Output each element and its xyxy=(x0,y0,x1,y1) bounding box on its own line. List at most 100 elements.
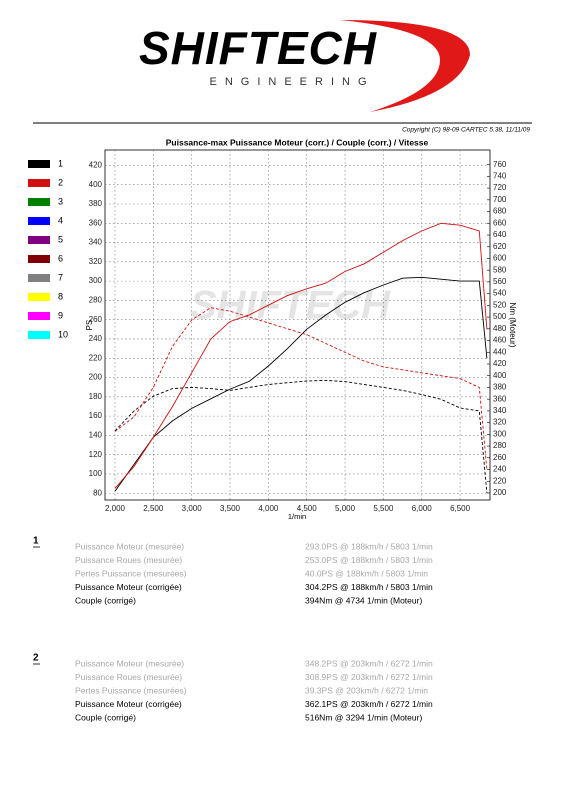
logo-brand: SHIFTECH xyxy=(139,22,377,74)
y-tick-label: 380 xyxy=(89,199,103,208)
row-label: Puissance Moteur (corrigée) xyxy=(75,582,182,592)
row-value: 394Nm @ 4734 1/min (Moteur) xyxy=(305,595,422,605)
y-tick-label: 400 xyxy=(89,180,103,189)
x-tick-label: 4,500 xyxy=(297,504,318,513)
x-tick-label: 6,000 xyxy=(412,504,433,513)
legend-label: 6 xyxy=(58,253,63,263)
row-value: 348.2PS @ 203km/h / 6272 1/min xyxy=(305,658,433,668)
y-tick-label: 220 xyxy=(89,353,103,362)
y2-tick-label: 320 xyxy=(493,418,507,427)
legend-label: 2 xyxy=(58,177,63,187)
row-label: Puissance Moteur (mesurée) xyxy=(75,541,184,551)
y2-tick-label: 740 xyxy=(493,171,507,180)
y-tick-label: 200 xyxy=(89,373,103,382)
legend-swatch xyxy=(28,293,50,301)
y2-tick-label: 240 xyxy=(493,465,507,474)
row-label: Couple (corrigé) xyxy=(75,712,136,722)
y-tick-label: 240 xyxy=(89,334,103,343)
watermark: SHIFTECH xyxy=(190,284,391,328)
y2-tick-label: 300 xyxy=(493,429,507,438)
legend-label: 3 xyxy=(58,196,63,206)
y-tick-label: 80 xyxy=(93,488,102,497)
legend-swatch xyxy=(28,217,50,225)
legend-swatch xyxy=(28,255,50,263)
legend-label: 7 xyxy=(58,272,63,282)
y2-tick-label: 540 xyxy=(493,289,507,298)
x-axis-label: 1/min xyxy=(288,512,306,521)
row-label: Couple (corrigé) xyxy=(75,595,136,605)
y2-tick-label: 640 xyxy=(493,230,507,239)
legend-swatch xyxy=(28,236,50,244)
y2-tick-label: 340 xyxy=(493,406,507,415)
row-label: Puissance Roues (mesurée) xyxy=(75,672,182,682)
y2-tick-label: 220 xyxy=(493,476,507,485)
x-tick-label: 3,500 xyxy=(220,504,241,513)
copyright: Copyright (C) 98-09 CARTEC 5.38, 11/11/0… xyxy=(402,127,530,134)
y2-tick-label: 260 xyxy=(493,453,507,462)
row-value: 362.1PS @ 203km/h / 6272 1/min xyxy=(305,699,433,709)
y-tick-label: 300 xyxy=(89,276,103,285)
row-label: Pertes Puissance (mesurées) xyxy=(75,568,187,578)
row-value: 308.9PS @ 203km/h / 6272 1/min xyxy=(305,672,433,682)
logo-swoosh xyxy=(340,20,470,112)
legend-swatch xyxy=(28,312,50,320)
y2-tick-label: 620 xyxy=(493,242,507,251)
row-value: 516Nm @ 3294 1/min (Moteur) xyxy=(305,712,422,722)
y-axis-label: PS xyxy=(85,320,94,331)
y2-tick-label: 520 xyxy=(493,300,507,309)
row-label: Puissance Moteur (mesurée) xyxy=(75,658,184,668)
legend-swatch xyxy=(28,179,50,187)
chart-title: Puissance-max Puissance Moteur (corr.) /… xyxy=(166,137,429,147)
y-tick-label: 320 xyxy=(89,257,103,266)
legend-swatch xyxy=(28,160,50,168)
x-tick-label: 5,500 xyxy=(373,504,394,513)
y2-tick-label: 760 xyxy=(493,160,507,169)
y2-tick-label: 480 xyxy=(493,324,507,333)
row-value: 39.3PS @ 203km/h / 6272 1/min xyxy=(305,685,428,695)
y2-tick-label: 460 xyxy=(493,336,507,345)
y2-tick-label: 380 xyxy=(493,383,507,392)
y2-tick-label: 560 xyxy=(493,277,507,286)
y2-tick-label: 660 xyxy=(493,218,507,227)
x-tick-label: 2,500 xyxy=(143,504,164,513)
y2-tick-label: 200 xyxy=(493,488,507,497)
row-value: 304.2PS @ 188km/h / 5803 1/min xyxy=(305,582,433,592)
legend-swatch xyxy=(28,274,50,282)
legend-label: 1 xyxy=(58,158,63,168)
y2-tick-label: 500 xyxy=(493,312,507,321)
y-tick-label: 180 xyxy=(89,392,103,401)
y2-tick-label: 400 xyxy=(493,371,507,380)
y2-tick-label: 440 xyxy=(493,347,507,356)
legend-label: 5 xyxy=(58,234,63,244)
y-tick-label: 160 xyxy=(89,411,103,420)
y2-tick-label: 280 xyxy=(493,441,507,450)
y2-tick-label: 680 xyxy=(493,207,507,216)
row-label: Puissance Roues (mesurée) xyxy=(75,555,182,565)
torque-line xyxy=(114,307,488,470)
x-tick-label: 5,000 xyxy=(335,504,356,513)
y-tick-label: 100 xyxy=(89,469,103,478)
y-tick-label: 420 xyxy=(89,161,103,170)
y2-tick-label: 720 xyxy=(493,183,507,192)
run-number: 1 xyxy=(33,536,39,547)
y2-tick-label: 420 xyxy=(493,359,507,368)
power-line xyxy=(114,222,488,489)
row-label: Puissance Moteur (corrigée) xyxy=(75,699,182,709)
y2-tick-label: 700 xyxy=(493,195,507,204)
row-value: 40.0PS @ 188km/h / 5803 1/min xyxy=(305,568,428,578)
row-value: 253.0PS @ 188km/h / 5803 1/min xyxy=(305,555,433,565)
y-tick-label: 340 xyxy=(89,238,103,247)
y-tick-label: 360 xyxy=(89,218,103,227)
run-number: 2 xyxy=(33,653,39,664)
legend-label: 9 xyxy=(58,310,63,320)
y2-tick-label: 600 xyxy=(493,254,507,263)
y-tick-label: 260 xyxy=(89,315,103,324)
y-tick-label: 280 xyxy=(89,296,103,305)
y2-tick-label: 580 xyxy=(493,265,507,274)
legend-label: 10 xyxy=(58,329,68,339)
legend-label: 8 xyxy=(58,291,63,301)
y2-tick-label: 360 xyxy=(493,394,507,403)
plot-frame xyxy=(104,149,491,501)
x-tick-label: 2,000 xyxy=(105,504,126,513)
